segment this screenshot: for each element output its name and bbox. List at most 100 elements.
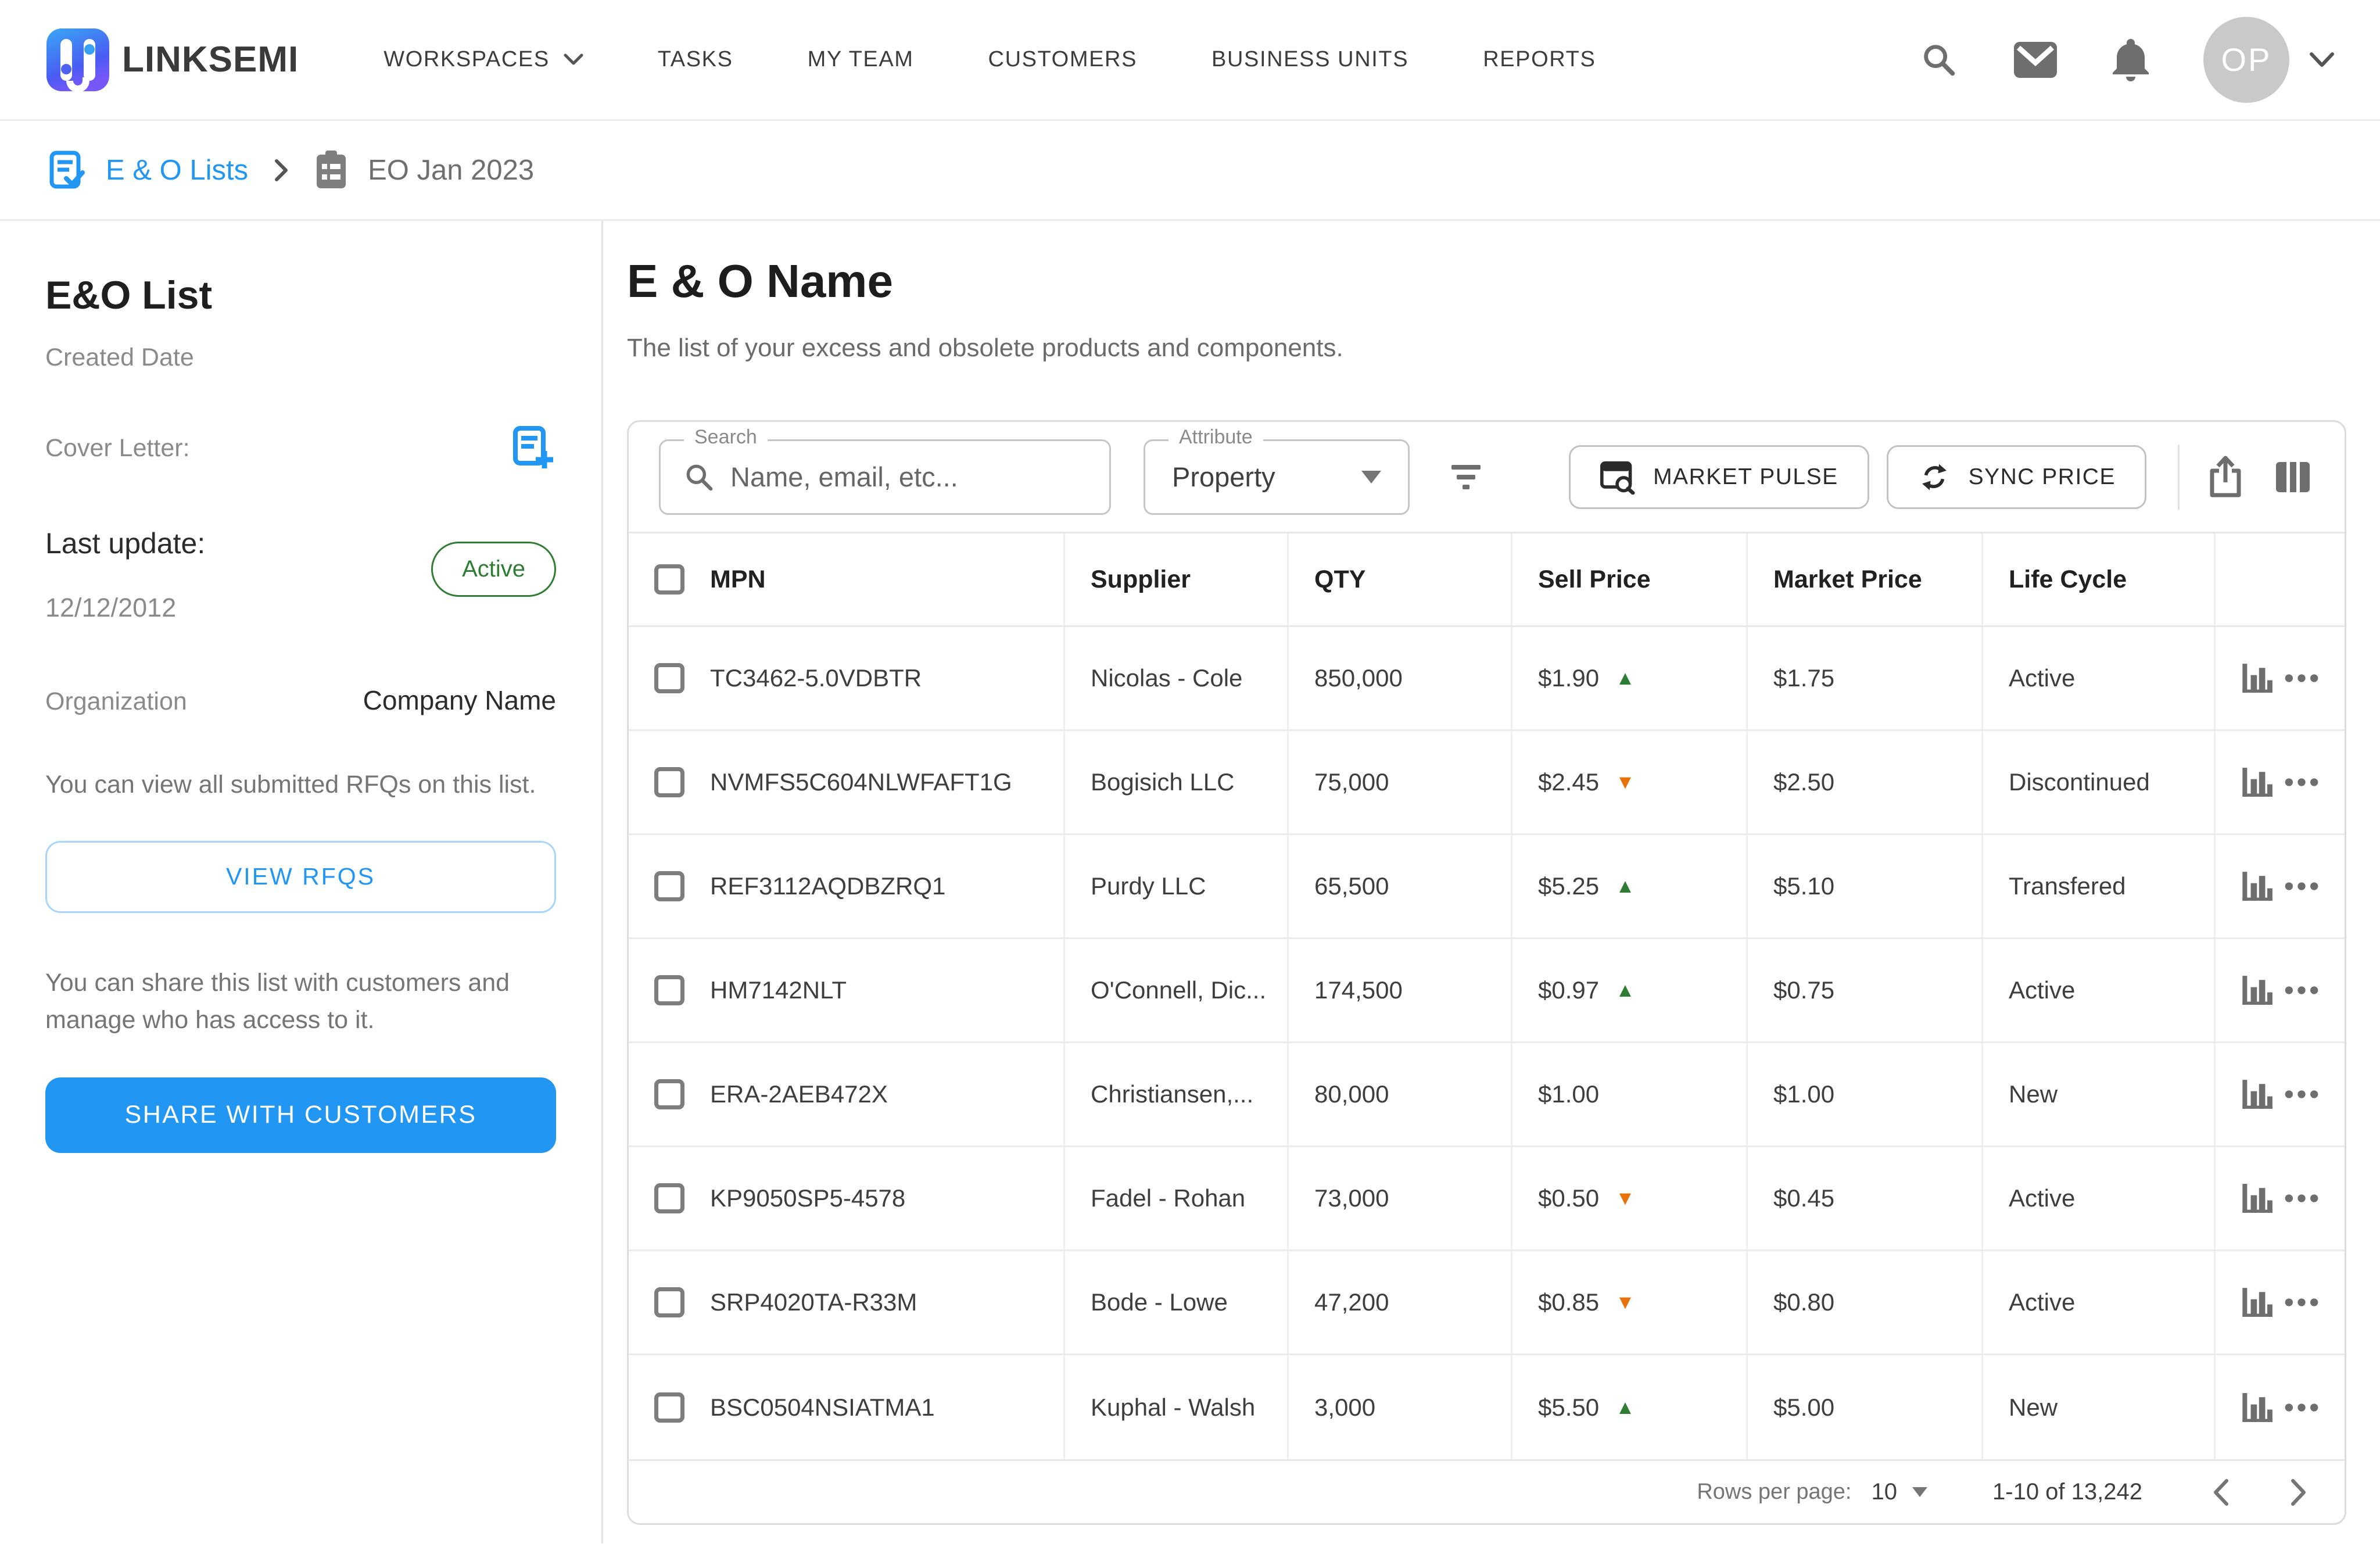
column-header-qty: QTY [1314, 565, 1365, 594]
previous-page-icon[interactable] [2212, 1478, 2230, 1506]
breadcrumb-eo-lists[interactable]: E & O Lists [49, 151, 248, 190]
breadcrumb-link-label[interactable]: E & O Lists [106, 154, 248, 187]
price-history-chart-icon[interactable] [2239, 868, 2277, 905]
table-row[interactable]: BSC0504NSIATMA1 Kuphal - Walsh 3,000 $5.… [629, 1355, 2345, 1459]
market-price-value: $0.75 [1773, 976, 1834, 1004]
row-checkbox[interactable] [654, 1392, 684, 1423]
export-icon[interactable] [2207, 456, 2243, 499]
nav-item-my-team[interactable]: MY TEAM [808, 47, 914, 72]
row-checkbox[interactable] [654, 975, 684, 1005]
mpn-value: ERA-2AEB472X [710, 1080, 888, 1108]
table-row[interactable]: REF3112AQDBZRQ1 Purdy LLC 65,500 $5.25 ▲… [629, 835, 2345, 939]
market-price-value: $0.80 [1773, 1288, 1834, 1316]
next-page-icon[interactable] [2290, 1478, 2307, 1506]
row-checkbox[interactable] [654, 767, 684, 797]
mpn-value: SRP4020TA-R33M [710, 1288, 917, 1316]
brand-logo[interactable]: LINKSEMI [45, 27, 299, 92]
table-row[interactable]: SRP4020TA-R33M Bode - Lowe 47,200 $0.85 … [629, 1251, 2345, 1355]
life-cycle-value: New [2009, 1080, 2058, 1108]
trend-arrow-icon: ▲ [1615, 876, 1635, 896]
table-row[interactable]: KP9050SP5-4578 Fadel - Rohan 73,000 $0.5… [629, 1147, 2345, 1251]
more-actions-icon[interactable] [2284, 1297, 2319, 1308]
price-history-chart-icon[interactable] [2239, 1389, 2277, 1426]
life-cycle-value: Active [2009, 976, 2075, 1004]
toolbar-divider [2178, 445, 2180, 510]
market-pulse-button[interactable]: MARKET PULSE [1569, 445, 1869, 509]
trend-arrow-icon: ▼ [1615, 1188, 1635, 1208]
nav-item-reports[interactable]: REPORTS [1483, 47, 1596, 72]
table-row[interactable]: ERA-2AEB472X Christiansen,... 80,000 $1.… [629, 1043, 2345, 1147]
more-actions-icon[interactable] [2284, 985, 2319, 995]
price-history-chart-icon[interactable] [2239, 1076, 2277, 1113]
page-subtitle: The list of your excess and obsolete pro… [627, 334, 2346, 363]
sell-price-value: $0.85 [1538, 1288, 1599, 1316]
more-actions-icon[interactable] [2284, 1193, 2319, 1204]
select-all-checkbox[interactable] [654, 564, 684, 595]
nav-item-tasks[interactable]: TASKS [658, 47, 733, 72]
table-row[interactable]: HM7142NLT O'Connell, Dic... 174,500 $0.9… [629, 939, 2345, 1043]
market-price-value: $1.75 [1773, 664, 1834, 692]
mpn-value: REF3112AQDBZRQ1 [710, 872, 945, 900]
search-field[interactable]: Search [659, 439, 1111, 515]
price-history-chart-icon[interactable] [2239, 972, 2277, 1009]
market-price-value: $1.00 [1773, 1080, 1834, 1108]
user-menu[interactable]: OP [2203, 17, 2335, 103]
mpn-value: TC3462-5.0VDBTR [710, 664, 922, 692]
row-checkbox[interactable] [654, 1079, 684, 1109]
rows-per-page-label: Rows per page: [1697, 1480, 1851, 1505]
share-with-customers-button[interactable]: SHARE WITH CUSTOMERS [45, 1077, 556, 1153]
nav-item-business-units[interactable]: BUSINESS UNITS [1211, 47, 1408, 72]
price-history-chart-icon[interactable] [2239, 1180, 2277, 1217]
attribute-select[interactable]: Attribute Property [1144, 439, 1410, 515]
filter-icon[interactable] [1447, 463, 1485, 492]
nav-item-label: TASKS [658, 47, 733, 72]
rows-per-page-select[interactable]: 10 [1872, 1479, 1928, 1505]
clipboard-icon [314, 150, 348, 191]
row-checkbox[interactable] [654, 871, 684, 901]
more-actions-icon[interactable] [2284, 1402, 2319, 1413]
sync-price-button[interactable]: SYNC PRICE [1887, 445, 2146, 509]
more-actions-icon[interactable] [2284, 1089, 2319, 1100]
add-cover-letter-icon[interactable] [512, 425, 556, 471]
columns-icon[interactable] [2274, 460, 2312, 495]
column-header-mpn: MPN [710, 565, 766, 594]
row-checkbox[interactable] [654, 1287, 684, 1317]
nav-item-workspaces[interactable]: WORKSPACES [383, 47, 583, 72]
life-cycle-value: Active [2009, 1184, 2075, 1212]
more-actions-icon[interactable] [2284, 673, 2319, 683]
mail-icon[interactable] [2013, 41, 2058, 79]
more-actions-icon[interactable] [2284, 881, 2319, 891]
sync-icon [1917, 460, 1951, 495]
market-pulse-label: MARKET PULSE [1653, 464, 1838, 490]
row-checkbox[interactable] [654, 1183, 684, 1213]
search-icon[interactable] [1919, 40, 1959, 80]
trend-arrow-icon: ▼ [1615, 772, 1635, 792]
table-row[interactable]: TC3462-5.0VDBTR Nicolas - Cole 850,000 $… [629, 627, 2345, 731]
eo-list-sidebar: E&O List Created Date Cover Letter: Last… [0, 221, 603, 1544]
status-badge: Active [431, 542, 556, 597]
search-input[interactable] [730, 461, 1087, 493]
bell-icon[interactable] [2112, 38, 2150, 81]
view-rfqs-button[interactable]: VIEW RFQS [45, 841, 556, 913]
avatar[interactable]: OP [2203, 17, 2289, 103]
price-history-chart-icon[interactable] [2239, 764, 2277, 801]
more-actions-icon[interactable] [2284, 777, 2319, 787]
sync-price-label: SYNC PRICE [1969, 464, 2116, 490]
nav-item-customers[interactable]: CUSTOMERS [988, 47, 1138, 72]
price-history-chart-icon[interactable] [2239, 1284, 2277, 1321]
attribute-selected-value: Property [1172, 461, 1275, 493]
row-checkbox[interactable] [654, 663, 684, 693]
sell-price-value: $0.50 [1538, 1184, 1599, 1212]
market-price-value: $0.45 [1773, 1184, 1834, 1212]
qty-value: 47,200 [1314, 1288, 1389, 1316]
nav-item-label: MY TEAM [808, 47, 914, 72]
table-body: TC3462-5.0VDBTR Nicolas - Cole 850,000 $… [629, 627, 2345, 1459]
price-history-chart-icon[interactable] [2239, 660, 2277, 697]
table-row[interactable]: NVMFS5C604NLWFAFT1G Bogisich LLC 75,000 … [629, 731, 2345, 835]
column-header-sell-price: Sell Price [1538, 565, 1651, 594]
chevron-down-icon[interactable] [2309, 52, 2335, 68]
life-cycle-value: Discontinued [2009, 768, 2150, 796]
qty-value: 73,000 [1314, 1184, 1389, 1212]
sell-price-value: $5.50 [1538, 1394, 1599, 1421]
organization-value: Company Name [363, 685, 556, 716]
